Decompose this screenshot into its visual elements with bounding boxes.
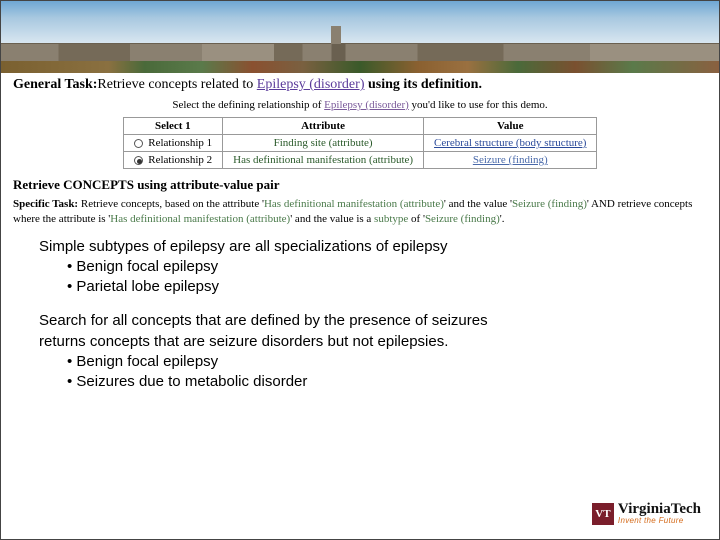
paragraph-2: Search for all concepts that are defined… <box>39 311 689 392</box>
logo-tagline: Invent the Future <box>618 517 701 525</box>
col-header-select: Select 1 <box>123 118 223 135</box>
para1-line1: Simple subtypes of epilepsy are all spec… <box>39 237 689 257</box>
virginia-tech-logo: VT VirginiaTech Invent the Future <box>592 502 701 525</box>
col-header-value: Value <box>424 118 597 135</box>
campus-banner <box>1 1 719 73</box>
specific-task-label: Specific Task: <box>13 198 78 210</box>
para2-bullet: Benign focal epilepsy <box>39 352 689 372</box>
radio-relationship-1[interactable] <box>134 139 143 148</box>
table-row: Relationship 2 Has definitional manifest… <box>123 152 597 169</box>
row-attribute: Has definitional manifestation (attribut… <box>223 152 424 169</box>
radio-relationship-2[interactable] <box>134 156 143 165</box>
banner-buildings <box>1 43 719 61</box>
row-attribute: Finding site (attribute) <box>223 135 424 152</box>
general-task-label: General Task: <box>13 77 97 92</box>
row-value-link[interactable]: Seizure (finding) <box>473 154 548 166</box>
row-value-link[interactable]: Cerebral structure (body structure) <box>434 137 586 149</box>
logo-name: VirginiaTech <box>618 502 701 517</box>
general-task-line: General Task:Retrieve concepts related t… <box>13 77 707 93</box>
specific-task-block: Specific Task: Retrieve concepts, based … <box>13 197 707 227</box>
para2-line2: returns concepts that are seizure disord… <box>39 332 689 352</box>
para2-line1: Search for all concepts that are defined… <box>39 311 689 331</box>
subheading-before: Select the defining relationship of <box>172 99 324 111</box>
banner-sky <box>1 1 719 43</box>
para1-bullet: Benign focal epilepsy <box>39 257 689 277</box>
banner-trees <box>1 61 719 73</box>
general-task-text-after: using its definition. <box>364 77 481 92</box>
banner-tower <box>331 26 341 44</box>
col-header-attribute: Attribute <box>223 118 424 135</box>
row-label: Relationship 1 <box>148 137 212 149</box>
para2-bullet: Seizures due to metabolic disorder <box>39 372 689 392</box>
subheading-after: you'd like to use for this demo. <box>409 99 548 111</box>
para1-bullet: Parietal lobe epilepsy <box>39 277 689 297</box>
general-task-text-before: Retrieve concepts related to <box>97 77 256 92</box>
general-task-link[interactable]: Epilepsy (disorder) <box>257 77 365 92</box>
table-row: Relationship 1 Finding site (attribute) … <box>123 135 597 152</box>
select-relationship-subheading: Select the defining relationship of Epil… <box>13 99 707 111</box>
row-label: Relationship 2 <box>148 154 212 166</box>
subheading-link[interactable]: Epilepsy (disorder) <box>324 99 409 111</box>
relationship-table: Select 1 Attribute Value Relationship 1 … <box>123 117 598 169</box>
body-text-section: Simple subtypes of epilepsy are all spec… <box>1 237 719 393</box>
vt-mark: VT <box>592 503 614 525</box>
paragraph-1: Simple subtypes of epilepsy are all spec… <box>39 237 689 298</box>
retrieve-header: Retrieve CONCEPTS using attribute-value … <box>13 177 707 193</box>
